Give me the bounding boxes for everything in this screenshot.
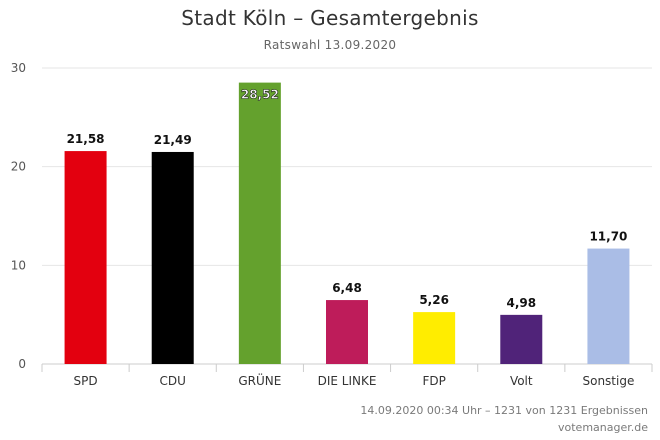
y-tick-label: 0 bbox=[18, 357, 26, 371]
y-tick-label: 30 bbox=[11, 61, 26, 75]
x-tick-label: FDP bbox=[422, 374, 445, 388]
footer-source[interactable]: votemanager.de bbox=[558, 421, 648, 434]
x-tick-label: Sonstige bbox=[582, 374, 634, 388]
data-label: 11,70 bbox=[589, 230, 627, 244]
bar-cdu[interactable] bbox=[151, 151, 194, 364]
chart-subtitle: Ratswahl 13.09.2020 bbox=[263, 38, 397, 52]
x-tick-label: CDU bbox=[160, 374, 186, 388]
bar-grüne[interactable] bbox=[238, 82, 281, 365]
y-tick-label: 20 bbox=[11, 160, 26, 174]
y-tick-label: 10 bbox=[11, 258, 26, 272]
data-label: 28,52 bbox=[241, 88, 279, 102]
chart-title: Stadt Köln – Gesamtergebnis bbox=[181, 6, 479, 30]
x-tick-label: DIE LINKE bbox=[318, 374, 377, 388]
data-label: 21,49 bbox=[154, 133, 192, 147]
data-label: 6,48 bbox=[332, 281, 362, 295]
data-label: 5,26 bbox=[419, 293, 449, 307]
bar-sonstige[interactable] bbox=[587, 248, 630, 364]
data-label: 4,98 bbox=[506, 296, 536, 310]
footer-status: 14.09.2020 00:34 Uhr – 1231 von 1231 Erg… bbox=[360, 404, 648, 417]
bar-volt[interactable] bbox=[500, 314, 543, 364]
bar-spd[interactable] bbox=[64, 151, 107, 364]
bar-die-linke[interactable] bbox=[326, 300, 368, 364]
bar-fdp[interactable] bbox=[413, 312, 456, 364]
x-tick-label: GRÜNE bbox=[238, 372, 281, 388]
x-tick-label: SPD bbox=[74, 374, 98, 388]
data-label: 21,58 bbox=[67, 132, 105, 146]
x-tick-label: Volt bbox=[510, 374, 533, 388]
